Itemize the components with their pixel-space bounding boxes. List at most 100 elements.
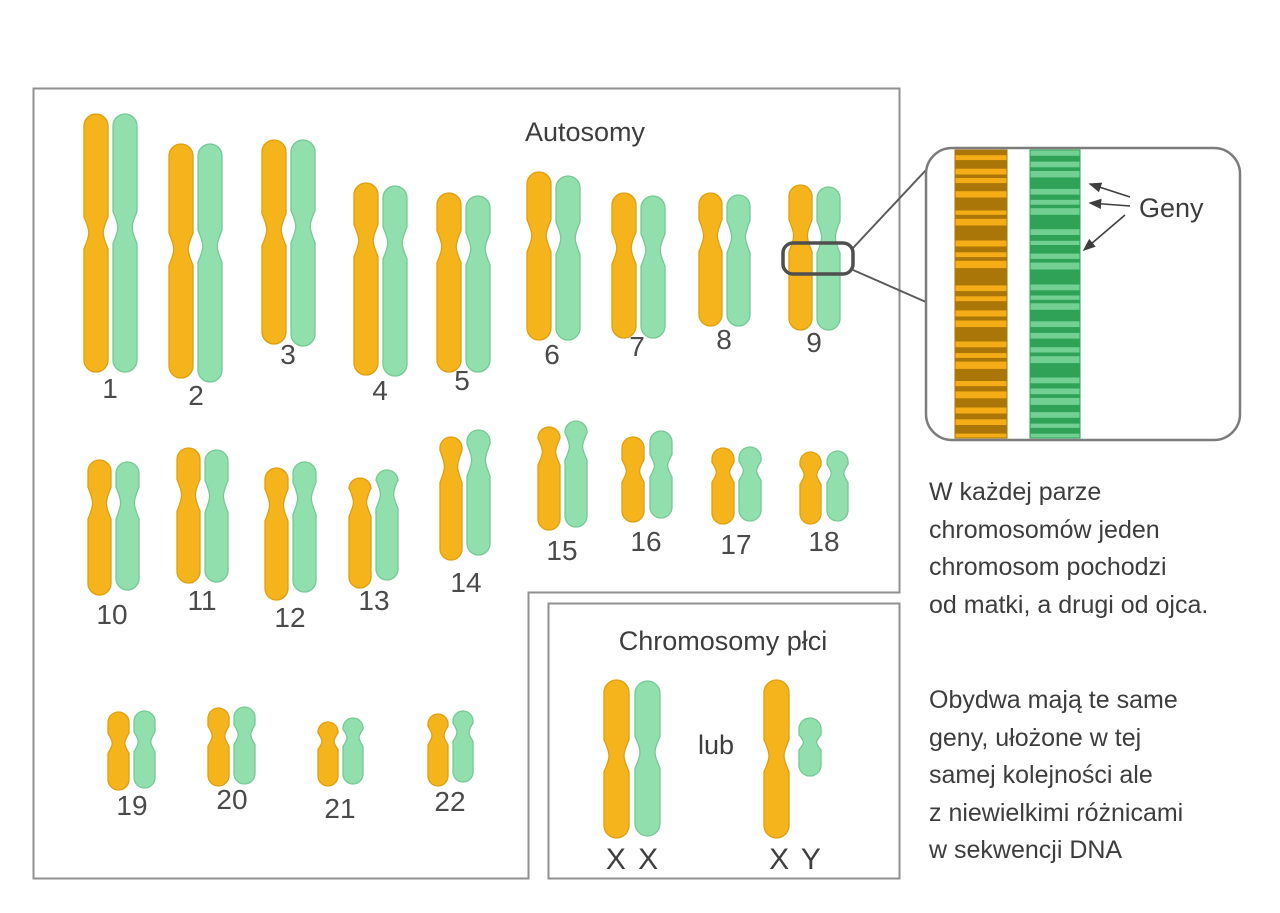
chromosome-21-maternal bbox=[317, 721, 339, 787]
chromosome-9-maternal bbox=[788, 184, 813, 331]
chromosome-2-paternal bbox=[197, 143, 223, 383]
chromosome-17-maternal bbox=[711, 447, 735, 525]
gene-arrow-2 bbox=[1088, 198, 1131, 209]
chromosome-21-paternal bbox=[342, 717, 364, 785]
sex-chromosome-shapes bbox=[603, 679, 822, 839]
maternal-banded-chromosome-band bbox=[955, 301, 1007, 311]
maternal-banded-chromosome-band bbox=[955, 398, 1007, 408]
maternal-banded-chromosome-band bbox=[955, 214, 1007, 219]
maternal-banded-chromosome-band bbox=[955, 291, 1007, 297]
chromosome-3-maternal bbox=[261, 139, 287, 345]
maternal-banded-chromosome-band bbox=[955, 357, 1007, 362]
pair-label-13: 13 bbox=[358, 585, 389, 616]
genes-label: Geny bbox=[1139, 193, 1204, 223]
chromosome-15-maternal bbox=[537, 426, 561, 531]
chromosome-18-paternal bbox=[826, 450, 849, 522]
gene-arrows bbox=[1082, 182, 1131, 252]
xx-label: X X bbox=[606, 843, 660, 876]
chromosome-16-maternal bbox=[621, 436, 645, 523]
pair-label-9: 9 bbox=[806, 327, 822, 358]
chromosome-9-paternal bbox=[816, 186, 841, 331]
xy-label: X Y bbox=[769, 843, 823, 876]
paternal-banded-chromosome-band bbox=[1030, 194, 1080, 200]
pair-label-18: 18 bbox=[808, 526, 839, 557]
chromosome-19-maternal bbox=[107, 711, 130, 791]
chromosome-14-maternal bbox=[439, 436, 463, 561]
pair-label-8: 8 bbox=[716, 324, 732, 355]
paternal-banded-chromosome-band bbox=[1030, 383, 1080, 389]
pair-label-4: 4 bbox=[372, 375, 388, 406]
paternal-banded-chromosome-band bbox=[1030, 309, 1080, 322]
paternal-banded-chromosome-band bbox=[1030, 177, 1080, 189]
chromosome-7-paternal bbox=[640, 195, 666, 339]
paternal-banded-chromosome-band bbox=[1030, 299, 1080, 304]
paternal-banded-chromosome-band bbox=[1030, 155, 1080, 162]
banded-chromosome-bars bbox=[954, 149, 1081, 439]
chromosome-2-maternal bbox=[168, 143, 194, 379]
paternal-banded-chromosome-band bbox=[1030, 327, 1080, 333]
maternal-banded-chromosome-band bbox=[955, 150, 1007, 156]
chromosome-5-paternal bbox=[465, 195, 491, 373]
paternal-banded-chromosome-band bbox=[1030, 245, 1080, 254]
maternal-banded-chromosome-band bbox=[955, 268, 1007, 286]
chromosome-12-maternal bbox=[264, 467, 289, 601]
chromosome-8-maternal bbox=[698, 192, 723, 327]
chromosome-6-maternal bbox=[526, 171, 552, 341]
sex-chromosome-x-maternal bbox=[603, 679, 630, 839]
pair-label-12: 12 bbox=[274, 602, 305, 633]
chromosome-19-paternal bbox=[133, 710, 156, 789]
maternal-banded-chromosome-band bbox=[955, 386, 1007, 392]
gene-arrow-1 bbox=[1088, 182, 1131, 198]
maternal-banded-chromosome-band bbox=[955, 368, 1007, 381]
pair-label-14: 14 bbox=[450, 567, 481, 598]
paternal-banded-chromosome-band bbox=[1030, 235, 1080, 241]
paternal-banded-chromosome-band bbox=[1030, 404, 1080, 413]
chromosome-4-paternal bbox=[382, 185, 408, 377]
paternal-banded-chromosome-band bbox=[1030, 394, 1080, 398]
chromosome-22-paternal bbox=[452, 710, 474, 783]
chromosome-16-paternal bbox=[649, 430, 673, 519]
chromosome-12-paternal bbox=[292, 461, 317, 593]
caption-dna-differences: Obydwa mają te same geny, ułożone w tej … bbox=[929, 686, 1184, 864]
paternal-banded-chromosome-band bbox=[1030, 417, 1080, 424]
pair-label-5: 5 bbox=[454, 365, 470, 396]
chromosome-1-paternal bbox=[112, 113, 138, 373]
pair-label-6: 6 bbox=[544, 339, 560, 370]
paternal-banded-chromosome-band bbox=[1030, 167, 1080, 171]
pair-label-11: 11 bbox=[187, 585, 216, 616]
paternal-banded-chromosome-band bbox=[1030, 338, 1080, 348]
chromosome-13-paternal bbox=[375, 469, 399, 581]
maternal-banded-chromosome-band bbox=[955, 160, 1007, 169]
pair-label-17: 17 bbox=[720, 529, 751, 560]
chromosome-5-maternal bbox=[436, 192, 462, 373]
paternal-banded-chromosome-band bbox=[1030, 352, 1080, 357]
maternal-banded-chromosome-band bbox=[955, 197, 1007, 211]
chromosome9-highlight bbox=[781, 241, 855, 276]
paternal-banded-chromosome-band bbox=[1030, 214, 1080, 230]
pair-label-3: 3 bbox=[280, 339, 296, 370]
chromosome-10-maternal bbox=[87, 459, 112, 596]
maternal-banded-chromosome-band bbox=[955, 246, 1007, 253]
pair-label-15: 15 bbox=[546, 535, 577, 566]
callout-connector-bottom bbox=[852, 269, 927, 303]
paternal-banded-chromosome-band bbox=[1030, 269, 1080, 285]
chromosome-22-maternal bbox=[427, 713, 449, 787]
maternal-banded-chromosome-band bbox=[955, 257, 1007, 261]
maternal-banded-chromosome-band bbox=[955, 413, 1007, 420]
maternal-banded-chromosome-band bbox=[955, 316, 1007, 321]
chromosome-7-maternal bbox=[611, 192, 637, 339]
chromosome-15-paternal bbox=[564, 420, 588, 528]
callout-connector-top bbox=[852, 169, 927, 249]
sex-box-title: Chromosomy płci bbox=[619, 626, 828, 656]
sex-chromosome-y bbox=[798, 717, 822, 777]
magnifier-callout: Geny bbox=[781, 146, 1242, 442]
pair-label-20: 20 bbox=[216, 784, 247, 815]
chromosome-10-paternal bbox=[115, 461, 140, 591]
pair-label-16: 16 bbox=[630, 526, 661, 557]
or-label: lub bbox=[698, 730, 734, 760]
pair-label-10: 10 bbox=[96, 599, 127, 630]
chromosome-1-maternal bbox=[83, 113, 109, 373]
pair-label-1: 1 bbox=[102, 373, 118, 404]
paternal-banded-chromosome-band bbox=[1030, 204, 1080, 209]
chromosome-20-maternal bbox=[207, 707, 230, 787]
